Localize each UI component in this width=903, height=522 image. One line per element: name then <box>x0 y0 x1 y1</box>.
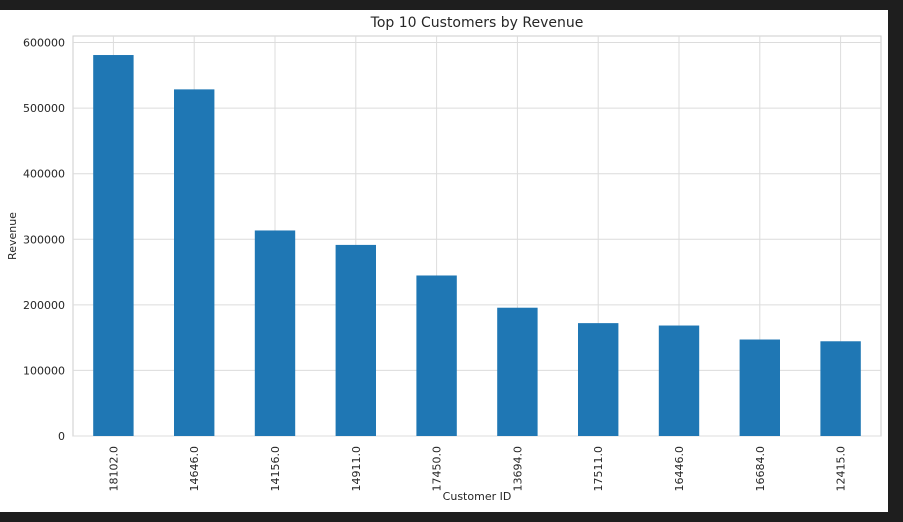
bar-13694.0 <box>497 307 538 436</box>
y-tick-label: 300000 <box>23 233 65 246</box>
y-axis-label: Revenue <box>6 212 19 260</box>
y-tick-label: 500000 <box>23 102 65 115</box>
bar-16446.0 <box>658 325 700 436</box>
x-tick-label: 14156.0 <box>269 446 282 492</box>
y-tick-label: 600000 <box>23 37 65 50</box>
bar-14911.0 <box>335 244 376 436</box>
x-tick-label: 18102.0 <box>107 446 120 492</box>
x-axis-ticks: 18102.0 14646.0 14156.0 14911.0 17450.0 13694… <box>107 446 847 492</box>
x-tick-label: 12415.0 <box>835 446 848 492</box>
bar-16684.0 <box>739 339 780 436</box>
bar-12415.0 <box>820 341 861 436</box>
x-tick-label: 14911.0 <box>350 446 363 492</box>
x-tick-label: 13694.0 <box>511 446 524 492</box>
y-tick-label: 400000 <box>23 168 65 181</box>
bar-17450.0 <box>416 275 457 436</box>
bars <box>93 55 861 437</box>
bar-chart: 0 100000 200000 300000 400000 500000 600000 18… <box>6 15 882 503</box>
chart-title: Top 10 Customers by Revenue <box>370 15 584 31</box>
x-tick-label: 17450.0 <box>431 446 444 492</box>
bar-14646.0 <box>174 89 215 436</box>
bar-17511.0 <box>578 323 619 436</box>
y-tick-label: 100000 <box>23 364 65 377</box>
chart-canvas: 0 100000 200000 300000 400000 500000 600000 18… <box>0 10 888 512</box>
x-axis-label: Customer ID <box>443 490 512 503</box>
y-tick-label: 200000 <box>23 299 65 312</box>
bar-18102.0 <box>93 55 134 437</box>
x-tick-label: 16446.0 <box>673 446 686 492</box>
x-tick-label: 16684.0 <box>754 446 767 492</box>
y-tick-label: 0 <box>58 430 65 443</box>
x-tick-label: 17511.0 <box>592 446 605 492</box>
bar-14156.0 <box>254 230 296 436</box>
x-tick-label: 14646.0 <box>188 446 201 492</box>
y-axis-ticks: 0 100000 200000 300000 400000 500000 600000 <box>23 37 65 443</box>
